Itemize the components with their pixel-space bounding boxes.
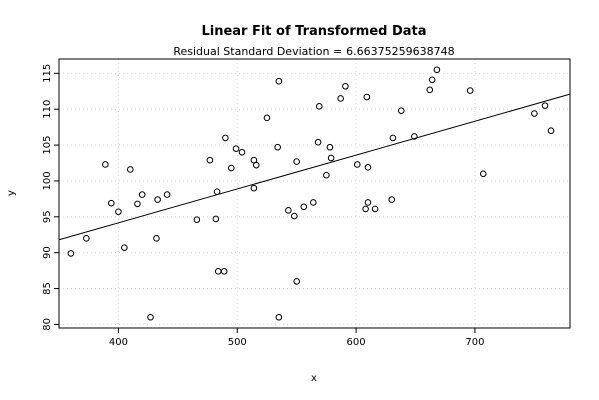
data-point [547,127,555,135]
data-point [364,164,372,171]
x-tick-label: 500 [228,337,247,348]
data-point [314,138,322,146]
data-point [147,313,154,321]
data-point [388,196,396,203]
y-tick-label: 90 [42,246,53,259]
x-tick-label: 400 [109,337,128,348]
plot-area [58,58,571,329]
data-point [293,278,300,285]
data-point [127,166,134,173]
data-point [389,134,397,142]
data-point [193,216,201,223]
data-point [327,154,335,162]
data-point [342,82,349,90]
data-point [212,215,220,223]
data-point [121,244,128,251]
data-point [228,164,235,172]
data-point [326,143,334,151]
data-point [479,170,487,178]
subtitle-value: 6.66375259638748 [346,45,454,58]
data-point [290,212,298,220]
y-tick-label: 95 [42,210,53,223]
y-tick-label: 115 [42,64,53,83]
y-tick-label: 80 [42,318,53,331]
data-point [363,93,371,101]
data-point [220,268,228,275]
data-point [337,95,344,102]
data-point [83,235,90,242]
data-point [541,102,549,109]
data-point [315,103,323,110]
fit-line [58,93,571,241]
data-points [67,66,555,321]
y-axis: 80 85 90 95 100 105 110 115 [42,64,59,331]
data-point [426,86,434,94]
data-point [163,191,171,198]
data-point [250,184,258,192]
data-point [153,235,160,242]
x-tick-label: 600 [347,337,366,348]
y-axis-label: y [6,190,17,196]
subtitle-label: Residual Standard Deviation = [173,45,342,58]
data-point [364,199,372,206]
data-point [371,205,379,213]
data-point [433,66,441,74]
data-point [531,110,538,117]
data-point [102,161,109,168]
data-point [285,207,292,214]
data-point [252,161,260,169]
chart-title: Linear Fit of Transformed Data [201,24,426,39]
data-point [238,148,246,156]
x-axis: 400 500 600 700 [109,328,484,348]
data-point [275,77,283,85]
fit-line-group [58,93,571,241]
data-point [274,143,281,151]
data-point [293,158,300,165]
data-point [323,171,330,179]
data-point [232,145,240,152]
data-point [115,208,122,216]
x-axis-label: x [311,373,317,384]
data-point [263,114,271,122]
data-point [107,199,115,207]
data-point [300,203,308,211]
data-point [154,196,161,203]
y-tick-label: 105 [42,136,53,155]
data-point [397,107,405,114]
data-point [466,87,474,94]
grid [59,59,570,328]
y-tick-label: 85 [42,282,53,295]
data-point [353,161,361,168]
data-point [214,268,222,275]
y-tick-label: 100 [42,171,53,190]
data-point [411,133,418,140]
data-point [222,134,229,142]
data-point [138,191,146,198]
data-point [67,250,75,257]
data-point [275,313,283,321]
data-point [362,205,369,213]
data-point [428,76,436,84]
y-tick-label: 110 [42,100,53,119]
chart-subtitle: Residual Standard Deviation = 6.663752596… [173,45,454,58]
data-point [206,156,214,164]
data-point [310,199,317,206]
data-point [213,188,221,196]
data-point [134,200,141,208]
x-tick-label: 700 [465,337,484,348]
